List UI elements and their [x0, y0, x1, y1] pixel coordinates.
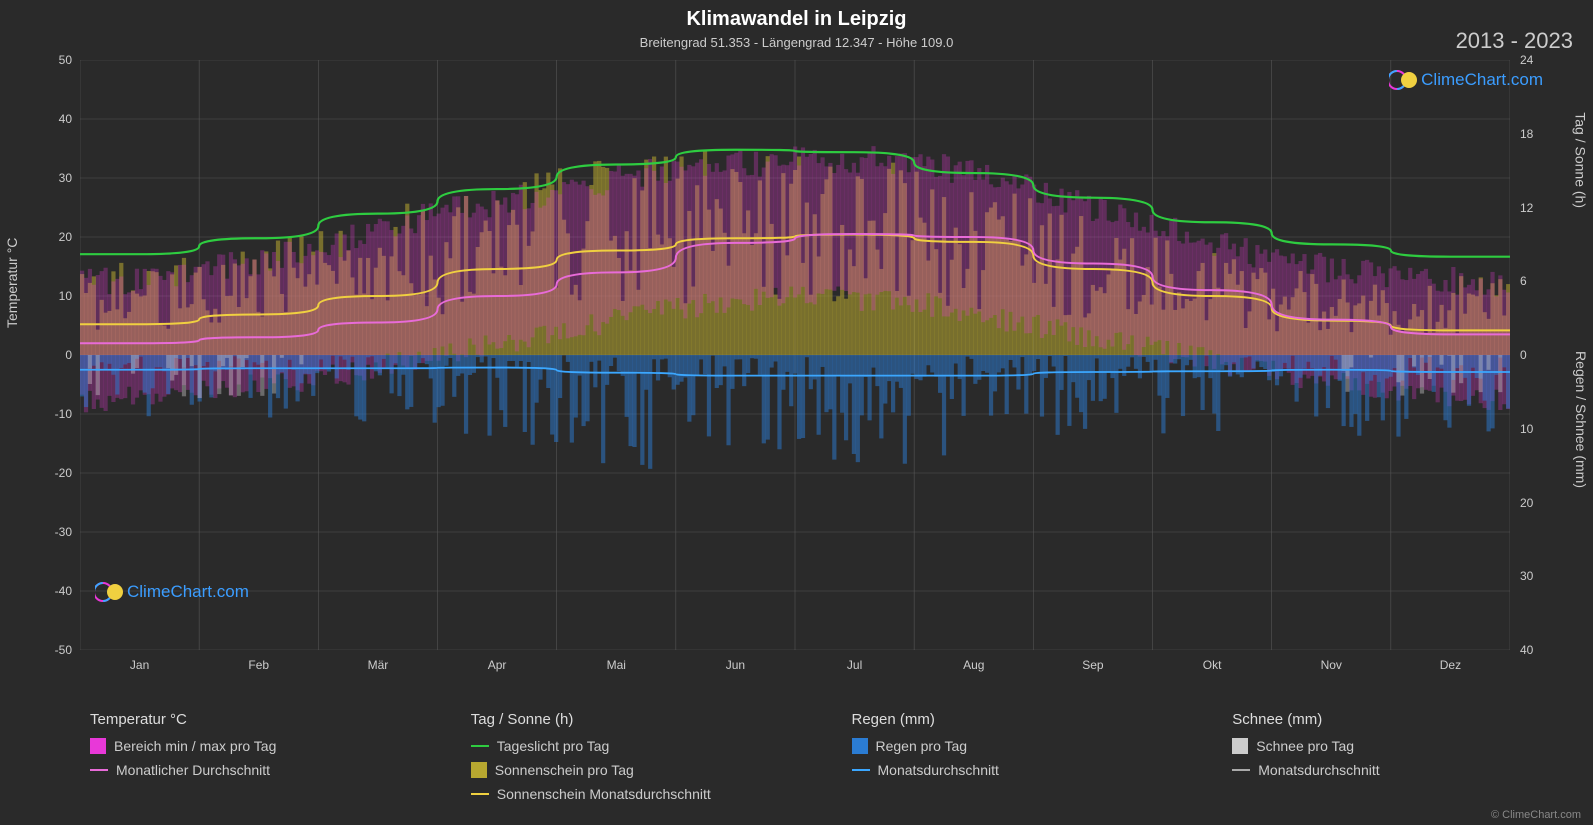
legend-item: Regen pro Tag [852, 738, 1193, 754]
legend-item: Sonnenschein pro Tag [471, 762, 812, 778]
legend-column: Regen (mm) Regen pro Tag Monatsdurchschnit… [852, 711, 1193, 810]
legend: Temperatur °C Bereich min / max pro Tag Mo… [90, 711, 1573, 810]
logo-bottom: ClimeChart.com [95, 580, 249, 604]
legend-item: Schnee pro Tag [1232, 738, 1573, 754]
tick-label: -40 [55, 584, 72, 598]
logo-icon [95, 580, 123, 604]
y-axis-right-bot-label: Regen / Schnee (mm) [1573, 351, 1589, 488]
tick-label: Dez [1440, 658, 1461, 672]
legend-label: Tageslicht pro Tag [497, 738, 610, 754]
tick-label: -10 [55, 407, 72, 421]
legend-swatch [471, 762, 487, 778]
tick-label: 12 [1520, 201, 1533, 215]
legend-label: Monatsdurchschnitt [878, 762, 999, 778]
tick-label: Okt [1203, 658, 1222, 672]
plot-svg [80, 60, 1510, 650]
legend-item: Monatlicher Durchschnitt [90, 762, 431, 778]
tick-label: Aug [963, 658, 984, 672]
logo-icon [1389, 68, 1417, 92]
y-axis-left-label: Temperatur °C [4, 238, 20, 328]
tick-label: 20 [59, 230, 72, 244]
tick-label: 20 [1520, 496, 1533, 510]
legend-column-title: Schnee (mm) [1232, 711, 1573, 728]
tick-label: 30 [59, 171, 72, 185]
legend-label: Bereich min / max pro Tag [114, 738, 276, 754]
year-range: 2013 - 2023 [1456, 28, 1573, 54]
tick-label: 18 [1520, 127, 1533, 141]
chart-subtitle: Breitengrad 51.353 - Längengrad 12.347 -… [0, 31, 1593, 50]
legend-label: Monatlicher Durchschnitt [116, 762, 270, 778]
climate-chart: Klimawandel in Leipzig Breitengrad 51.35… [0, 0, 1593, 825]
legend-swatch [471, 793, 489, 795]
legend-swatch [852, 738, 868, 754]
legend-column: Temperatur °C Bereich min / max pro Tag Mo… [90, 711, 431, 810]
tick-label: Mai [607, 658, 626, 672]
tick-label: 24 [1520, 53, 1533, 67]
tick-label: -30 [55, 525, 72, 539]
legend-label: Sonnenschein Monatsdurchschnitt [497, 786, 711, 802]
logo-text: ClimeChart.com [1421, 70, 1543, 90]
copyright: © ClimeChart.com [1491, 809, 1581, 821]
plot-area [80, 60, 1510, 650]
legend-swatch [90, 769, 108, 771]
legend-column-title: Tag / Sonne (h) [471, 711, 812, 728]
legend-swatch [90, 738, 106, 754]
logo-top: ClimeChart.com [1389, 68, 1543, 92]
tick-label: 0 [65, 348, 72, 362]
legend-item: Sonnenschein Monatsdurchschnitt [471, 786, 812, 802]
tick-label: Jan [130, 658, 149, 672]
legend-item: Monatsdurchschnitt [1232, 762, 1573, 778]
logo-text: ClimeChart.com [127, 582, 249, 602]
legend-item: Tageslicht pro Tag [471, 738, 812, 754]
tick-label: 50 [59, 53, 72, 67]
chart-title: Klimawandel in Leipzig [0, 0, 1593, 31]
legend-swatch [1232, 738, 1248, 754]
y-axis-right-top-label: Tag / Sonne (h) [1573, 112, 1589, 208]
legend-item: Monatsdurchschnitt [852, 762, 1193, 778]
legend-swatch [852, 769, 870, 771]
legend-swatch [471, 745, 489, 747]
legend-column: Tag / Sonne (h) Tageslicht pro Tag Sonnens… [471, 711, 812, 810]
tick-label: Jul [847, 658, 862, 672]
tick-label: -50 [55, 643, 72, 657]
tick-label: 0 [1520, 348, 1527, 362]
tick-label: 10 [59, 289, 72, 303]
tick-label: Nov [1321, 658, 1342, 672]
tick-label: Mär [368, 658, 389, 672]
legend-column: Schnee (mm) Schnee pro Tag Monatsdurchschn… [1232, 711, 1573, 810]
legend-label: Monatsdurchschnitt [1258, 762, 1379, 778]
legend-item: Bereich min / max pro Tag [90, 738, 431, 754]
legend-label: Regen pro Tag [876, 738, 968, 754]
legend-label: Sonnenschein pro Tag [495, 762, 634, 778]
tick-label: 30 [1520, 569, 1533, 583]
tick-label: 10 [1520, 422, 1533, 436]
tick-label: Jun [726, 658, 745, 672]
legend-column-title: Temperatur °C [90, 711, 431, 728]
tick-label: -20 [55, 466, 72, 480]
tick-label: 40 [59, 112, 72, 126]
tick-label: 6 [1520, 274, 1527, 288]
legend-label: Schnee pro Tag [1256, 738, 1354, 754]
tick-label: Apr [488, 658, 507, 672]
tick-label: 40 [1520, 643, 1533, 657]
legend-swatch [1232, 769, 1250, 771]
legend-column-title: Regen (mm) [852, 711, 1193, 728]
tick-label: Feb [248, 658, 269, 672]
tick-label: Sep [1082, 658, 1103, 672]
